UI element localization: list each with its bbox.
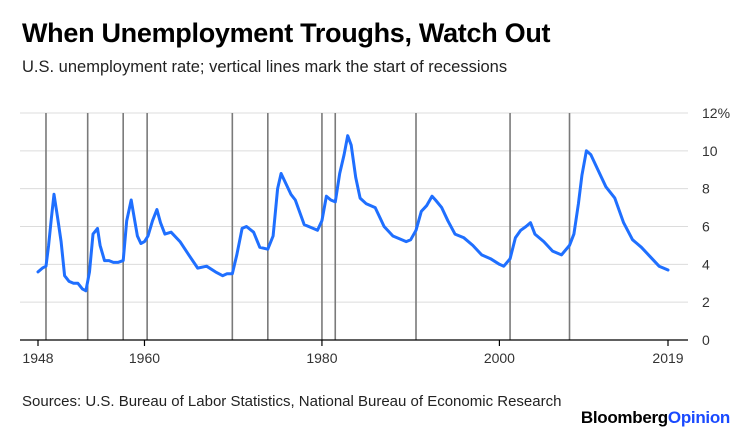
y-tick-label: 2 [702,294,710,310]
x-tick-label: 2019 [652,350,683,366]
source-note: Sources: U.S. Bureau of Labor Statistics… [22,393,562,410]
brand-bloomberg: Bloomberg [580,408,668,427]
y-tick-label: 10 [702,143,718,159]
x-tick-label: 2000 [484,350,515,366]
grid-lines [20,112,688,303]
y-tick-label: 12% [702,105,730,121]
x-tick-label: 1980 [306,350,337,366]
x-tick-label: 1960 [129,350,160,366]
y-tick-label: 6 [702,219,710,235]
recession-lines [45,113,571,340]
brand-opinion: Opinion [667,408,730,427]
y-tick-label: 8 [702,181,710,197]
chart-title: When Unemployment Troughs, Watch Out [22,18,551,48]
unemployment-rate-line [36,134,670,293]
chart-subtitle: U.S. unemployment rate; vertical lines m… [22,58,508,76]
axis-layer: 0 2 4 6 8 10 12% 1948 1960 1980 2000 2019 [20,105,730,366]
x-tick-label: 1948 [22,350,53,366]
series-layer [36,134,670,293]
y-tick-label: 0 [702,332,710,348]
y-tick-label: 4 [702,256,710,272]
bloomberg-opinion-logo: BloombergOpinion [581,408,730,428]
